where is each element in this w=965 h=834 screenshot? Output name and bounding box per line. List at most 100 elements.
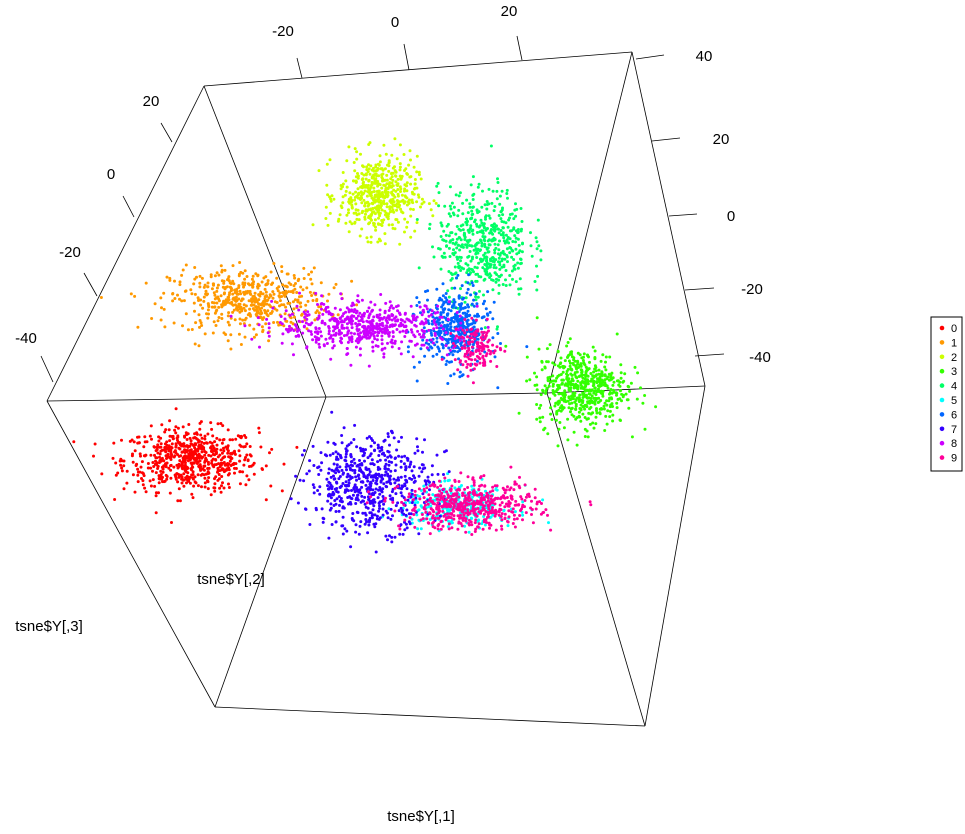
data-point [503,505,507,509]
data-point [390,223,394,227]
data-point [519,262,522,266]
data-point [266,331,270,335]
data-point [446,525,450,529]
data-point [457,264,461,268]
data-point [380,499,384,503]
data-point [548,343,552,347]
data-point [298,295,301,299]
data-point [331,490,335,494]
data-point [186,466,190,470]
data-point [217,299,221,303]
data-point [485,270,489,273]
data-point [534,507,538,511]
data-point [565,344,569,348]
data-point [321,312,325,316]
data-point [178,280,182,284]
box-edge [203,51,633,87]
data-point [342,334,346,338]
data-point [247,465,251,468]
data-point [384,152,388,156]
data-point [204,458,208,462]
data-point [423,330,427,333]
data-point [390,175,394,179]
data-point [494,224,498,228]
data-point [473,265,477,269]
data-point [171,292,175,295]
data-point [327,292,331,296]
data-point [282,303,286,307]
data-point [429,313,433,317]
data-point [327,480,331,484]
data-point [346,472,350,476]
data-point [221,301,225,305]
data-point [463,300,467,304]
data-point [477,488,481,491]
data-point [364,518,368,521]
data-point [496,252,500,256]
data-point [372,169,376,173]
data-point [457,243,460,247]
data-point [397,509,401,513]
data-point [159,473,163,476]
data-point [382,482,386,486]
data-point [193,446,197,450]
data-point [334,510,338,513]
data-point [350,517,354,520]
data-point [380,348,384,352]
data-point [405,508,409,512]
data-point [360,211,364,215]
data-point [630,435,634,439]
data-point [404,513,408,517]
data-point [388,317,391,321]
data-point [448,328,452,332]
data-point [594,393,598,396]
data-point [406,200,410,204]
data-point [481,189,484,193]
data-point [350,304,354,308]
data-point [383,213,387,217]
data-point [368,312,372,316]
data-point [355,510,359,514]
data-point [365,168,369,172]
data-point [178,459,182,463]
data-point [210,461,214,465]
data-point [467,530,471,534]
data-point [519,229,523,233]
data-point [219,490,223,494]
data-point [179,473,183,477]
data-point [349,331,353,335]
data-point [489,257,492,261]
data-point [120,438,123,442]
data-point [222,446,225,450]
data-point [220,451,224,455]
data-point [376,460,380,464]
data-point [216,470,219,474]
data-point [328,453,332,457]
data-point [477,518,481,522]
data-point [446,472,450,476]
data-point [432,327,436,331]
data-point [325,342,329,345]
data-point [249,299,253,303]
data-point [283,317,287,321]
data-point [340,337,344,341]
data-point [387,463,391,467]
data-point [535,388,539,392]
data-point [453,272,457,276]
data-point [391,514,394,518]
data-point [386,214,390,218]
data-point [437,191,441,195]
data-point [380,338,384,342]
data-point [399,491,403,495]
data-point [418,332,421,336]
data-point [295,291,299,294]
data-point [431,341,435,345]
data-point [326,484,329,488]
data-point [161,475,164,479]
data-point [357,300,361,304]
data-point [480,221,484,225]
data-point [547,521,550,525]
data-point [474,295,478,299]
data-point [131,473,135,477]
data-point [227,486,231,489]
